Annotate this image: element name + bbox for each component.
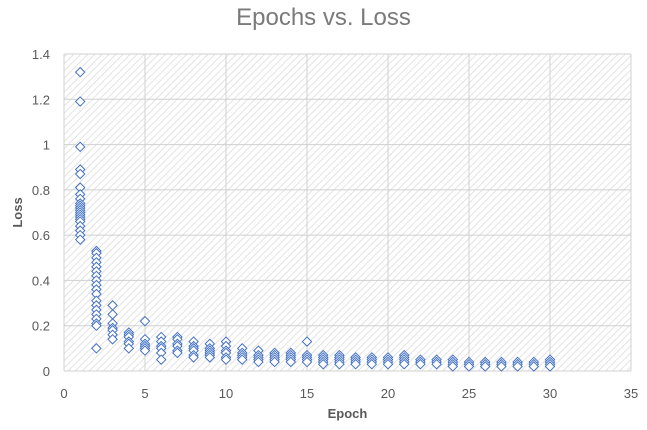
data-point [107, 333, 118, 345]
x-tick-label: 20 [381, 386, 395, 401]
chart-title: Epochs vs. Loss [236, 4, 411, 31]
x-tick-label: 15 [300, 386, 314, 401]
data-point [139, 315, 151, 327]
data-point [74, 96, 86, 107]
data-point [91, 343, 102, 354]
data-point [74, 141, 86, 153]
x-tick-label: 35 [624, 386, 638, 401]
data-point [350, 358, 361, 370]
data-point [301, 356, 313, 368]
data-point [139, 345, 151, 356]
data-point [334, 358, 345, 370]
data-point [123, 343, 135, 354]
data-point [172, 347, 183, 359]
data-point [91, 320, 102, 332]
data-point [285, 356, 297, 368]
data-point [447, 361, 459, 372]
data-point [188, 352, 199, 363]
data-point [236, 354, 248, 365]
data-point [431, 358, 442, 370]
x-tick-label: 10 [219, 386, 233, 401]
data-point [496, 361, 507, 372]
data-point [544, 361, 556, 372]
data-point [528, 361, 540, 372]
data-point [415, 358, 426, 370]
x-tick-labels: 0 5 10 15 20 25 30 35 [60, 386, 638, 401]
data-point [463, 361, 475, 372]
data-point [366, 358, 378, 370]
x-axis-title: Epoch [328, 406, 368, 421]
y-tick-label: 1.2 [32, 92, 50, 107]
data-point [301, 336, 313, 347]
data-point [253, 356, 264, 368]
y-axis-title: Loss [10, 197, 25, 227]
gridlines [63, 53, 632, 372]
data-point [382, 358, 394, 370]
y-tick-labels: 0 0.2 0.4 0.6 0.8 1 1.2 1.4 [32, 47, 50, 379]
data-point [204, 352, 216, 363]
data-points [74, 66, 556, 372]
data-point [398, 358, 410, 370]
data-point [269, 356, 280, 368]
data-point [317, 358, 329, 370]
y-tick-label: 0 [43, 364, 50, 379]
data-point [155, 354, 167, 365]
y-tick-label: 1.4 [32, 47, 50, 62]
data-point [74, 66, 86, 78]
plot-area [64, 54, 631, 371]
data-point [479, 361, 491, 372]
y-tick-label: 0.4 [32, 273, 50, 288]
x-tick-label: 30 [543, 386, 557, 401]
data-point [220, 354, 232, 365]
y-tick-label: 0.8 [32, 183, 50, 198]
x-tick-label: 25 [462, 386, 476, 401]
x-tick-label: 0 [60, 386, 67, 401]
data-point [74, 168, 86, 180]
y-tick-label: 1 [43, 138, 50, 153]
data-point [74, 234, 86, 245]
data-point [512, 361, 523, 372]
x-tick-label: 5 [141, 386, 148, 401]
y-tick-label: 0.6 [32, 228, 50, 243]
y-tick-label: 0.2 [32, 319, 50, 334]
